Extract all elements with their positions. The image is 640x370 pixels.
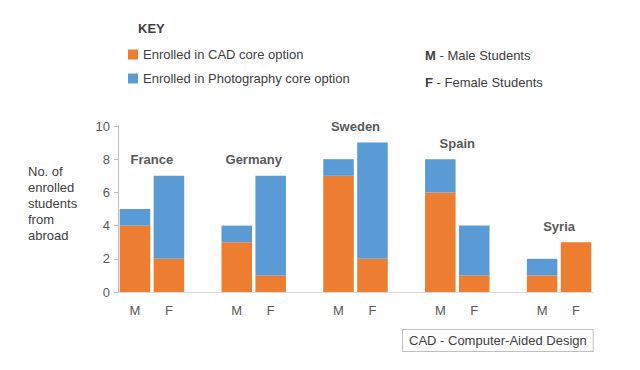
svg-text:Sweden: Sweden [331, 119, 380, 134]
svg-text:M: M [425, 48, 436, 63]
svg-text:0: 0 [103, 285, 110, 300]
svg-text:M: M [537, 303, 548, 318]
svg-text:10: 10 [96, 119, 110, 134]
svg-text:F: F [368, 303, 376, 318]
svg-text:KEY: KEY [138, 21, 165, 36]
svg-text:enrolled: enrolled [28, 180, 78, 195]
svg-text:2: 2 [103, 251, 110, 266]
svg-text:from: from [28, 212, 58, 227]
svg-text:Syria: Syria [543, 219, 576, 234]
svg-text:Enrolled in Photography core o: Enrolled in Photography core option [143, 71, 350, 86]
svg-text:4: 4 [103, 218, 110, 233]
svg-text:abroad: abroad [28, 228, 68, 243]
svg-text:Spain: Spain [440, 136, 475, 151]
svg-text:France: France [131, 152, 174, 167]
svg-text:M: M [435, 303, 446, 318]
svg-text:F: F [425, 75, 433, 90]
svg-text:students: students [28, 196, 81, 211]
svg-text:M: M [231, 303, 242, 318]
svg-text:M: M [130, 303, 141, 318]
svg-text:6: 6 [103, 185, 110, 200]
svg-text:F: F [470, 303, 478, 318]
svg-text:No. of: No. of [28, 164, 66, 179]
svg-text:F: F [572, 303, 580, 318]
svg-text:F: F [165, 303, 173, 318]
svg-text:8: 8 [103, 152, 110, 167]
svg-text:Germany: Germany [226, 152, 283, 167]
svg-text:- Male Students: - Male Students [436, 48, 531, 63]
svg-text:- Female Students: - Female Students [433, 75, 543, 90]
svg-text:M: M [333, 303, 344, 318]
svg-text:Enrolled in CAD core option: Enrolled in CAD core option [143, 47, 303, 62]
svg-text:CAD - Computer-Aided Design: CAD - Computer-Aided Design [409, 333, 587, 348]
svg-text:F: F [267, 303, 275, 318]
